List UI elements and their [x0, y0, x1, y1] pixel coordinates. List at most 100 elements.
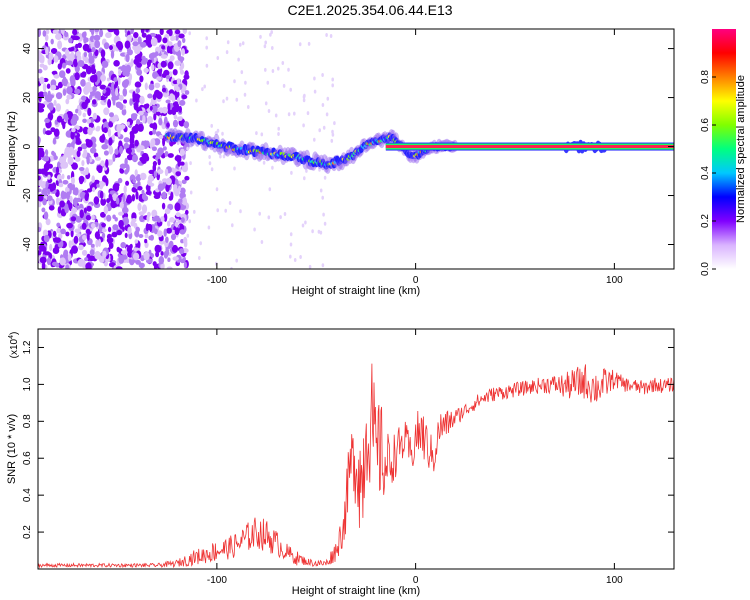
spectrogram-noise-speckle	[207, 225, 211, 230]
spectrogram-noise-speckle	[77, 42, 82, 48]
spectrogram-noise-speckle	[225, 50, 229, 55]
spectrogram-noise-speckle	[165, 236, 169, 243]
spectrogram-noise-speckle	[148, 169, 155, 175]
colorbar-label: Normalized spectral amplitude	[735, 75, 747, 223]
snr-x-label: Height of straight line (km)	[292, 585, 420, 597]
spectrogram-noise-speckle	[101, 232, 106, 239]
spectrogram-noise-speckle	[126, 121, 130, 126]
spectrogram-noise-speckle	[42, 155, 50, 162]
spectrogram-noise-speckle	[120, 242, 126, 249]
spectrogram-noise-speckle	[125, 180, 130, 186]
spectrogram-noise-speckle	[108, 137, 113, 146]
spectrogram-noise-speckle	[79, 191, 86, 199]
spectrogram-noise-speckle	[179, 229, 186, 235]
spectrogram-noise-speckle	[101, 222, 106, 228]
spectrogram-noise-speckle	[313, 137, 316, 142]
spectrogram-noise-speckle	[112, 224, 119, 231]
spectrogram-x-tick-label: 100	[606, 275, 623, 286]
spectrogram-noise-speckle	[45, 29, 50, 35]
spectrogram-noise-speckle	[145, 190, 152, 195]
spectrogram-noise-speckle	[97, 238, 102, 247]
spectrogram-noise-speckle	[86, 205, 92, 212]
spectrogram-noise-speckle	[179, 99, 186, 106]
spectrogram-noise-speckle	[163, 213, 168, 222]
spectrogram-noise-speckle	[259, 34, 262, 39]
spectrogram-noise-speckle	[58, 182, 64, 188]
spectrogram-noise-speckle	[72, 29, 78, 36]
spectrogram-noise-speckle	[81, 95, 87, 101]
spectrogram-noise-speckle	[179, 204, 187, 211]
spectrogram-noise-speckle	[161, 184, 165, 190]
spectrogram-noise-speckle	[147, 116, 153, 125]
spectrogram-noise-speckle	[186, 146, 189, 151]
spectrogram-noise-speckle	[64, 205, 69, 214]
spectrogram-noise-speckle	[174, 221, 179, 227]
spectrogram-noise-speckle	[167, 220, 171, 227]
spectrogram-noise-speckle	[260, 132, 264, 137]
spectrogram-y-ticks: -40 -20 0 20 40	[22, 43, 674, 252]
spectrogram-noise-speckle	[60, 209, 66, 216]
spectrogram-noise-speckle	[138, 234, 144, 238]
spectrogram-noise-speckle	[168, 195, 173, 201]
spectrogram-noise-speckle	[233, 79, 236, 84]
spectrogram-noise-speckle	[178, 33, 185, 39]
spectrogram-noise-speckle	[134, 139, 139, 147]
spectrogram-noise-speckle	[116, 126, 121, 133]
spectrogram-noise-speckle	[149, 224, 153, 233]
spectrogram-noise-speckle	[59, 200, 65, 208]
spectrogram-noise-speckle	[169, 217, 175, 223]
snr-x-tick-label: 100	[606, 575, 623, 586]
snr-y-tick-label: 1.0	[22, 377, 33, 391]
spectrogram-noise-speckle	[91, 175, 95, 183]
spectrogram-noise-speckle	[152, 129, 157, 135]
spectrogram-noise-speckle	[103, 127, 108, 134]
spectrogram-noise-speckle	[126, 245, 132, 255]
spectrogram-noise-speckle	[134, 239, 139, 244]
spectrogram-noise-speckle	[78, 175, 85, 183]
spectrogram-noise-speckle	[179, 69, 185, 75]
spectrogram-noise-speckle	[321, 73, 324, 77]
spectrogram-noise-speckle	[293, 258, 297, 262]
spectrogram-noise-speckle	[157, 217, 161, 223]
spectrogram-noise-speckle	[55, 197, 60, 206]
spectrogram-noise-speckle	[82, 234, 87, 241]
spectrogram-noise-speckle	[66, 191, 71, 201]
spectrogram-noise-speckle	[157, 169, 164, 175]
spectrogram-noise-speckle	[48, 52, 54, 61]
spectrogram-noise-speckle	[43, 162, 50, 172]
spectrogram-noise-speckle	[156, 91, 163, 100]
spectrogram-noise-speckle	[76, 150, 81, 158]
spectrogram-noise-speckle	[152, 93, 157, 101]
spectrogram-noise-speckle	[224, 208, 227, 213]
spectrogram-noise-speckle	[270, 30, 274, 35]
spectrogram-noise-speckle	[307, 41, 311, 46]
spectrogram-noise-speckle	[123, 185, 127, 194]
spectrogram-noise-speckle	[107, 128, 112, 137]
spectrogram-noise-speckle	[157, 230, 163, 238]
spectrogram-noise-speckle	[62, 122, 66, 130]
spectrogram-x-ticks: -100 0 100	[207, 29, 623, 286]
spectrogram-noise-speckle	[289, 232, 293, 237]
spectrogram-noise-speckle	[82, 118, 87, 124]
spectrogram-noise-speckle	[118, 219, 124, 229]
spectrogram-noise-speckle	[161, 202, 166, 210]
snr-x-ticks: -100 0 100	[207, 329, 623, 586]
spectrogram-noise-speckle	[137, 180, 141, 186]
spectrogram-noise-speckle	[100, 49, 106, 58]
spectrogram-noise-speckle	[331, 83, 335, 88]
spectrogram-noise-speckle	[49, 243, 53, 252]
spectrogram-noise-speckle	[38, 150, 43, 159]
spectrogram-noise-speckle	[132, 154, 138, 163]
spectrogram-noise-speckle	[104, 139, 109, 145]
colorbar: 0.0 0.2 0.4 0.6 0.8 Normalized spectral ampl…	[700, 29, 747, 276]
spectrogram-noise-speckle	[115, 87, 119, 97]
spectrogram-noise-speckle	[174, 227, 180, 236]
spectrogram-noise-speckle	[260, 240, 264, 244]
snr-series-line	[38, 363, 674, 569]
spectrogram-noise-speckle	[135, 87, 141, 94]
spectrogram-noise-speckle	[247, 105, 250, 109]
spectrogram-noise-speckle	[100, 181, 106, 187]
spectrogram-noise-speckle	[198, 256, 201, 260]
spectrogram-noise-speckle	[53, 55, 59, 63]
spectrogram-noise-speckle	[38, 250, 42, 256]
